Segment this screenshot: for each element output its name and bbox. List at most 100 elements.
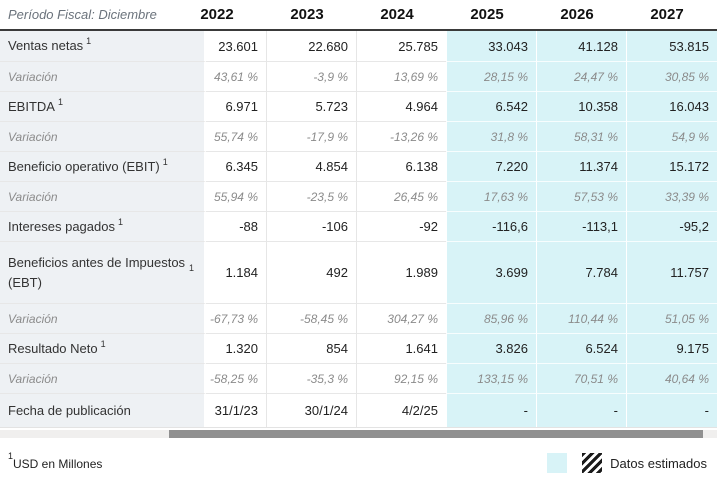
cell-2027: 53.815	[626, 31, 717, 61]
table-row: Resultado Neto 1 1.320 854 1.641 3.826 6.524 9.…	[0, 333, 717, 363]
table-header: Período Fiscal: Diciembre 2022 2023 2024…	[0, 0, 717, 31]
cell-2026: 7.784	[536, 241, 626, 303]
cell-2027: -	[626, 393, 717, 427]
cell-2024: 92,15 %	[356, 363, 446, 393]
table-row: Variación -67,73 % -58,45 % 304,27 % 85,96 %…	[0, 303, 717, 333]
cell-2023: -106	[266, 211, 356, 241]
cell-2022: 1.320	[206, 333, 266, 363]
cell-2026: 11.374	[536, 151, 626, 181]
cell-2022: 1.184	[206, 241, 266, 303]
cell-2025: 6.542	[446, 91, 536, 121]
table-row: EBITDA 1 6.971 5.723 4.964 6.542 10.358 16.043	[0, 91, 717, 121]
footnote: 1USD en Millones	[8, 451, 103, 471]
footnote-marker: 1	[117, 216, 123, 227]
cell-2027: 30,85 %	[626, 61, 717, 91]
cell-2023: 492	[266, 241, 356, 303]
scrollbar-thumb[interactable]	[169, 430, 703, 438]
cell-2026: 70,51 %	[536, 363, 626, 393]
cell-2022: 55,94 %	[206, 181, 266, 211]
cell-2024: 1.641	[356, 333, 446, 363]
year-column-header: 2023	[290, 6, 324, 23]
footnote-marker: 1	[162, 156, 168, 167]
table-row: Variación 55,74 % -17,9 % -13,26 % 31,8 % 58,…	[0, 121, 717, 151]
legend-label: Datos estimados	[610, 455, 707, 471]
cell-2022: 55,74 %	[206, 121, 266, 151]
row-label-text: Variación	[8, 311, 58, 326]
row-label-text: Ventas netas	[8, 38, 84, 53]
cell-2023: 30/1/24	[266, 393, 356, 427]
row-label: Variación	[0, 363, 206, 393]
cell-2025: -116,6	[446, 211, 536, 241]
row-label: Variación	[0, 181, 206, 211]
cell-2023: -23,5 %	[266, 181, 356, 211]
footnote-marker: 1	[86, 36, 92, 46]
cell-2027: 54,9 %	[626, 121, 717, 151]
table-body: Ventas netas 1 23.601 22.680 25.785 33.043 41.…	[0, 31, 717, 427]
row-label: EBITDA 1	[0, 91, 206, 121]
horizontal-scrollbar[interactable]	[0, 430, 717, 438]
cell-2024: 1.989	[356, 241, 446, 303]
row-label: Beneficios antes de Impuestos (EBT) 1	[0, 241, 206, 303]
row-label: Beneficio operativo (EBIT) 1	[0, 151, 206, 181]
footnote-text: USD en Millones	[13, 457, 103, 471]
cell-2027: 11.757	[626, 241, 717, 303]
cell-2026: 10.358	[536, 91, 626, 121]
row-label-text: Variación	[8, 371, 58, 386]
table-row: Variación 43,61 % -3,9 % 13,69 % 28,15 % 24,4…	[0, 61, 717, 91]
cell-2025: -	[446, 393, 536, 427]
cell-2022: -88	[206, 211, 266, 241]
cell-2026: 57,53 %	[536, 181, 626, 211]
cell-2023: -17,9 %	[266, 121, 356, 151]
cell-2022: -67,73 %	[206, 303, 266, 333]
cell-2023: -35,3 %	[266, 363, 356, 393]
table-row: Variación -58,25 % -35,3 % 92,15 % 133,15 % 7…	[0, 363, 717, 393]
cell-2024: 26,45 %	[356, 181, 446, 211]
cell-2023: 4.854	[266, 151, 356, 181]
cell-2027: 15.172	[626, 151, 717, 181]
cell-2025: 3.826	[446, 333, 536, 363]
footnote-marker: 1	[100, 338, 106, 349]
table-row: Variación 55,94 % -23,5 % 26,45 % 17,63 % 57,…	[0, 181, 717, 211]
cell-2025: 3.699	[446, 241, 536, 303]
cell-2026: 110,44 %	[536, 303, 626, 333]
table-row: Fecha de publicación 31/1/23 30/1/24 4/2/25…	[0, 393, 717, 427]
row-label: Variación	[0, 121, 206, 151]
cell-2022: 23.601	[218, 38, 258, 54]
footer: 1USD en Millones Datos estimados	[0, 451, 717, 475]
cell-2024: 304,27 %	[356, 303, 446, 333]
footnote-marker: 1	[188, 262, 194, 273]
cell-2027: 33,39 %	[626, 181, 717, 211]
cell-2027: 40,64 %	[626, 363, 717, 393]
row-label: Variación	[0, 303, 206, 333]
cell-2022: 43,61 %	[206, 61, 266, 91]
cell-2024: -13,26 %	[356, 121, 446, 151]
cell-2024: 4/2/25	[356, 393, 446, 427]
row-label-text: Fecha de publicación	[8, 402, 131, 418]
cell-2027: 51,05 %	[626, 303, 717, 333]
row-label: Variación	[0, 61, 206, 91]
row-label-text: Variación	[8, 189, 58, 204]
row-label: Resultado Neto 1	[0, 333, 206, 363]
year-column-header: 2022	[200, 6, 234, 23]
cell-2027: -95,2	[626, 211, 717, 241]
cell-2023: 5.723	[266, 91, 356, 121]
table-row: Beneficio operativo (EBIT) 1 6.345 4.854 6.1…	[0, 151, 717, 181]
cell-2024: -92	[356, 211, 446, 241]
cell-2027: 9.175	[626, 333, 717, 363]
cell-2026: 58,31 %	[536, 121, 626, 151]
row-label-text: Beneficio operativo (EBIT)	[8, 158, 160, 174]
footnote-marker: 1	[8, 451, 14, 461]
year-column-header: 2025	[470, 6, 504, 23]
cell-2022: 31/1/23	[206, 393, 266, 427]
cell-2025: 28,15 %	[446, 61, 536, 91]
cell-2027: 16.043	[626, 91, 717, 121]
cell-2026: -113,1	[536, 211, 626, 241]
row-label-text: EBITDA	[8, 98, 55, 114]
fundamentals-table: Período Fiscal: Diciembre 2022 2023 2024…	[0, 0, 717, 428]
year-column-header: 2026	[560, 6, 594, 23]
legend: Datos estimados	[547, 453, 707, 473]
cell-2026: 6.524	[536, 333, 626, 363]
estimated-hatch-swatch	[582, 453, 603, 473]
cell-2026: 41.128	[536, 31, 626, 61]
